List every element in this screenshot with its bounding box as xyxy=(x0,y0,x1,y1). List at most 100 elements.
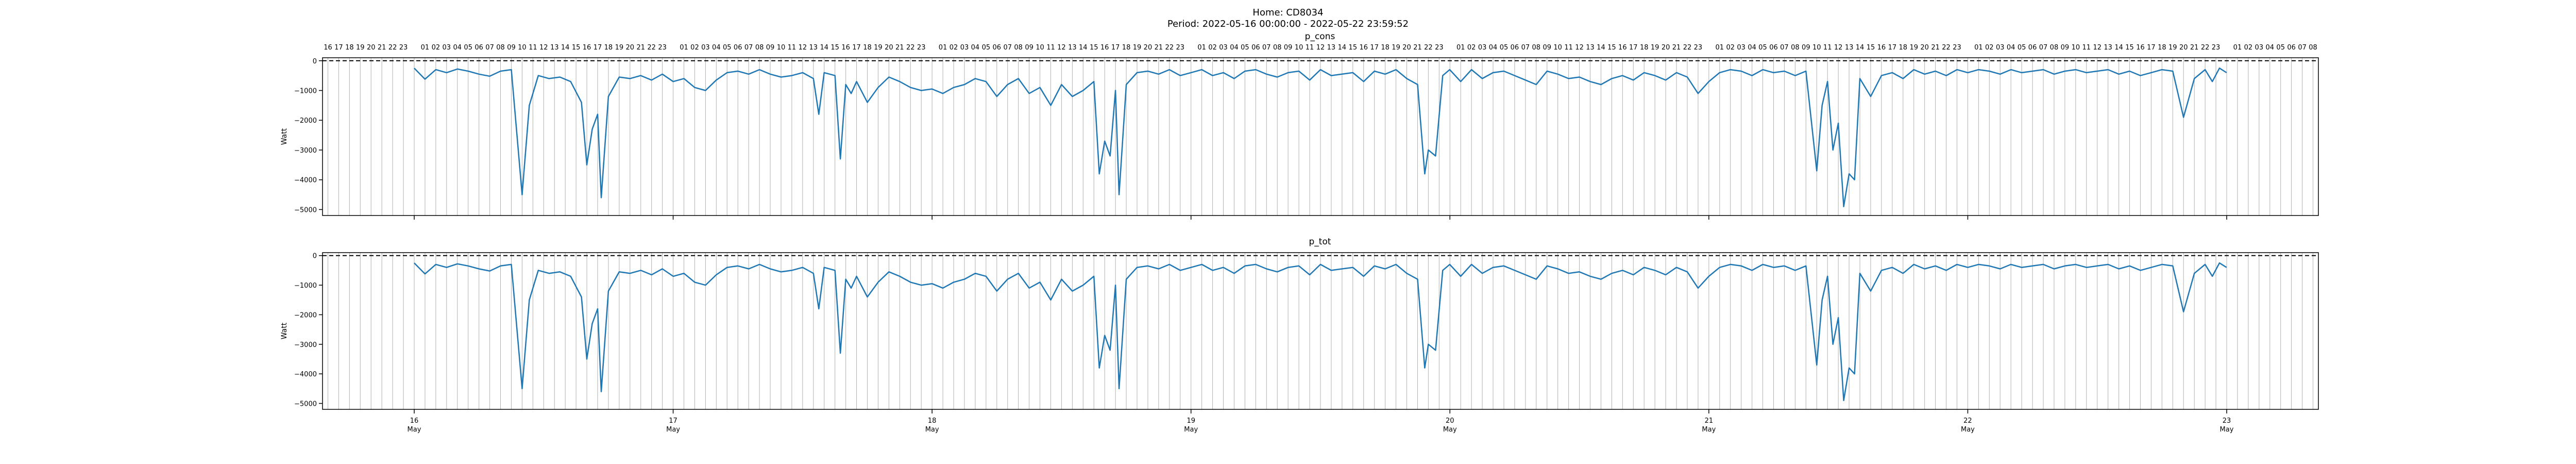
figure-title-line2: Period: 2022-05-16 00:00:00 - 2022-05-22… xyxy=(1167,19,1409,29)
hour-tick-label: 22 xyxy=(1424,44,1433,52)
hour-tick-label: 22 xyxy=(2201,44,2210,52)
hour-tick-label: 16 xyxy=(1618,44,1627,52)
hour-tick-label: 18 xyxy=(2158,44,2166,52)
panel-p-cons: p_cons Watt 16 17 18 19 20 21 22 23 01 02 03 04 05 06… xyxy=(280,31,2319,220)
x-tick-label-month: May xyxy=(1702,426,1716,434)
hour-tick-label: 13 xyxy=(2104,44,2112,52)
hour-tick-label: 23 xyxy=(658,44,667,52)
hour-tick-label: 09 xyxy=(766,44,775,52)
hour-tick-label: 06 xyxy=(734,44,742,52)
hour-tick-label: 17 xyxy=(594,44,602,52)
hour-tick-label: 02 xyxy=(950,44,958,52)
hour-tick-label: 20 xyxy=(885,44,893,52)
hour-tick-label: 22 xyxy=(388,44,397,52)
hour-tick-label: 22 xyxy=(1942,44,1951,52)
hour-tick-label: 23 xyxy=(1953,44,1961,52)
x-tick-label-month: May xyxy=(666,426,680,434)
hour-tick-label: 13 xyxy=(1586,44,1595,52)
hour-tick-label: 16 xyxy=(841,44,850,52)
hour-tick-label: 23 xyxy=(1176,44,1184,52)
hour-tick-label: 21 xyxy=(636,44,645,52)
y-tick-label: −1000 xyxy=(294,282,317,290)
hour-tick-label: 10 xyxy=(1553,44,1562,52)
hour-tick-label: 01 xyxy=(1197,44,1206,52)
hour-tick-label: 08 xyxy=(755,44,764,52)
y-tick-label: −4000 xyxy=(294,177,317,185)
x-tick-label-day: 17 xyxy=(669,417,677,425)
hour-tick-label: 14 xyxy=(1856,44,1865,52)
hour-tick-label: 23 xyxy=(2212,44,2221,52)
hour-tick-label: 03 xyxy=(960,44,969,52)
hour-tick-label: 14 xyxy=(820,44,828,52)
hour-tick-label: 18 xyxy=(863,44,872,52)
y-tick-label: −1000 xyxy=(294,88,317,95)
hour-tick-label: 04 xyxy=(971,44,980,52)
hour-tick-label: 08 xyxy=(1014,44,1023,52)
hour-tick-label: 16 xyxy=(1877,44,1886,52)
y-tick-label: −4000 xyxy=(294,371,317,378)
hour-tick-label: 08 xyxy=(1273,44,1282,52)
hour-tick-label: 07 xyxy=(1262,44,1271,52)
hour-tick-label: 11 xyxy=(1823,44,1832,52)
hour-tick-label: 23 xyxy=(399,44,408,52)
y-axis-label: Watt xyxy=(280,322,289,339)
y-axis-label: Watt xyxy=(280,128,289,145)
hour-tick-label: 04 xyxy=(712,44,721,52)
series-line xyxy=(414,67,2227,207)
hour-tick-label: 01 xyxy=(1716,44,1724,52)
x-tick-label-day: 23 xyxy=(2223,417,2231,425)
hour-tick-label: 16 xyxy=(583,44,591,52)
hour-tick-label: 23 xyxy=(1435,44,1444,52)
y-tick-label: −3000 xyxy=(294,341,317,349)
hour-tick-label: 02 xyxy=(432,44,440,52)
hour-tick-label: 03 xyxy=(443,44,451,52)
hour-tick-label: 15 xyxy=(572,44,581,52)
hour-tick-label: 21 xyxy=(1155,44,1163,52)
y-tick-label: −5000 xyxy=(294,206,317,214)
hour-tick-label: 17 xyxy=(1370,44,1379,52)
hour-tick-label: 10 xyxy=(1812,44,1821,52)
x-tick-label-day: 22 xyxy=(1963,417,1972,425)
hour-tick-label: 09 xyxy=(1543,44,1551,52)
hour-tick-label: 13 xyxy=(809,44,818,52)
hour-tick-label: 13 xyxy=(550,44,559,52)
figure-title-line1: Home: CD8034 xyxy=(1252,7,1323,18)
hour-tick-label: 07 xyxy=(1780,44,1789,52)
panel-title: p_cons xyxy=(1305,31,1335,42)
hour-tick-label: 12 xyxy=(1057,44,1066,52)
y-tick-label: −3000 xyxy=(294,147,317,155)
hour-tick-label: 06 xyxy=(2287,44,2296,52)
x-tick-label-month: May xyxy=(2220,426,2234,434)
hour-tick-label: 06 xyxy=(993,44,1002,52)
hour-tick-label: 08 xyxy=(496,44,505,52)
hour-tick-label: 17 xyxy=(1111,44,1120,52)
hour-tick-label: 07 xyxy=(485,44,494,52)
hour-tick-label: 11 xyxy=(1046,44,1055,52)
hour-tick-label: 17 xyxy=(1629,44,1638,52)
x-tick-label-day: 18 xyxy=(928,417,937,425)
hour-tick-label: 04 xyxy=(2007,44,2015,52)
hour-tick-label: 11 xyxy=(1564,44,1573,52)
hour-tick-label: 20 xyxy=(1662,44,1670,52)
hour-tick-label: 18 xyxy=(345,44,354,52)
hour-tick-label: 02 xyxy=(1985,44,1994,52)
hour-tick-label: 22 xyxy=(1165,44,1174,52)
x-tick-label-day: 20 xyxy=(1446,417,1454,425)
hour-tick-label: 08 xyxy=(2309,44,2317,52)
panel-p-tot: p_tot Watt 16May17May18May19May20May21Ma… xyxy=(280,237,2319,434)
hour-tick-label: 09 xyxy=(2061,44,2070,52)
hour-tick-label: 19 xyxy=(2168,44,2177,52)
hour-tick-label: 13 xyxy=(1068,44,1077,52)
hour-tick-label: 15 xyxy=(2125,44,2134,52)
hour-tick-label: 17 xyxy=(334,44,343,52)
grid-lines xyxy=(327,58,2314,216)
hour-tick-label: 12 xyxy=(1834,44,1843,52)
hour-tick-label: 07 xyxy=(2298,44,2307,52)
hour-tick-label: 21 xyxy=(895,44,904,52)
hour-tick-label: 09 xyxy=(507,44,516,52)
hour-tick-label: 03 xyxy=(1737,44,1745,52)
hour-tick-label: 12 xyxy=(1316,44,1325,52)
x-tick-label-month: May xyxy=(1961,426,1975,434)
hour-tick-label: 15 xyxy=(1349,44,1358,52)
